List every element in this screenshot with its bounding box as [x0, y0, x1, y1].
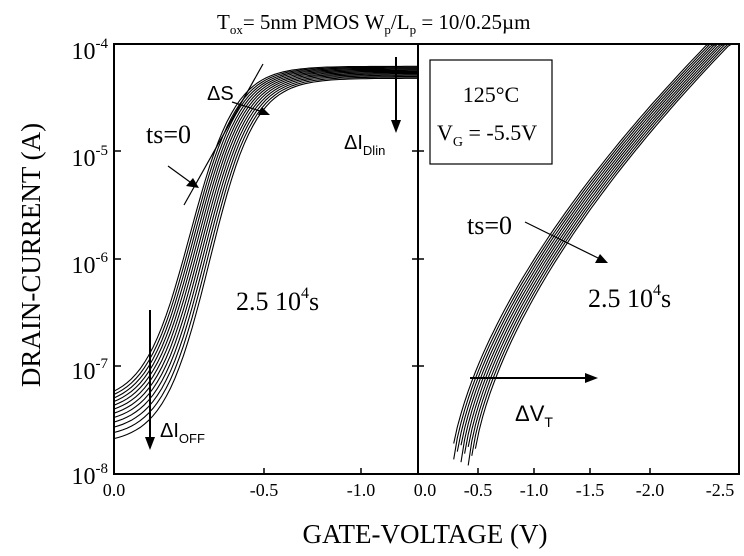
y-tick-label: 10-5	[72, 143, 109, 172]
series-line-saturation-4	[460, 43, 739, 463]
x-tick-labels-right: 0.0 -0.5 -1.0 -1.5 -2.0 -2.5	[414, 480, 735, 500]
x-axis-label: GATE-VOLTAGE (V)	[302, 519, 547, 549]
x-tick-label: -2.5	[706, 480, 735, 500]
series-line-saturation-3	[460, 43, 739, 446]
series-line-linear-4	[113, 69, 418, 406]
series-line-saturation-6	[467, 43, 739, 448]
chart-title: Tox= 5nm PMOS Wp/Lp = 10/0.25µm	[217, 10, 530, 37]
y-axis-label: DRAIN-CURRENT (A)	[16, 123, 46, 387]
series-line-saturation-9	[474, 43, 739, 449]
series-group-right	[453, 43, 739, 466]
x-tick-label: -1.0	[347, 480, 376, 500]
x-tick-label: -0.5	[250, 480, 279, 500]
x-tick-label: -1.0	[520, 480, 549, 500]
stress-time-label-left: 2.5 104s	[236, 285, 319, 316]
ts0-label-left: ts=0	[146, 120, 191, 149]
delta-s-label: ΔS	[207, 83, 234, 105]
x-tick-marks	[263, 468, 651, 474]
ts0-arrow-left	[167, 165, 191, 183]
delta-ioff-arrowhead	[145, 437, 155, 450]
series-line-saturation-2	[456, 43, 739, 452]
series-line-linear-0	[113, 65, 418, 392]
series-group-left	[113, 65, 418, 440]
gate-bias-label: VG = -5.5V	[437, 120, 537, 150]
y-tick-label: 10-8	[72, 461, 109, 490]
x-tick-labels-left: 0.0 -0.5 -1.0	[103, 480, 376, 500]
delta-ioff-label: ΔIOFF	[160, 420, 205, 446]
delta-idlin-arrowhead	[391, 120, 401, 133]
series-line-linear-1	[113, 66, 418, 395]
series-line-linear-8	[113, 74, 418, 423]
temperature-label: 125°C	[463, 82, 519, 107]
delta-s-arrow	[231, 101, 264, 113]
y-tick-label: 10-4	[72, 36, 109, 65]
series-line-linear-3	[113, 68, 418, 403]
series-line-linear-10	[113, 76, 418, 434]
delta-s-arrowhead	[258, 107, 270, 115]
x-tick-label: -2.0	[636, 480, 665, 500]
ts0-arrowhead-left	[186, 178, 199, 188]
delta-vt-label: ΔVT	[515, 401, 553, 430]
series-line-saturation-8	[471, 43, 739, 456]
x-tick-label: -1.5	[576, 480, 605, 500]
series-line-linear-9	[113, 75, 418, 428]
x-tick-label: -0.5	[464, 480, 493, 500]
series-line-linear-5	[113, 70, 418, 410]
ts0-arrowhead-right	[595, 254, 608, 263]
stress-time-label-right: 2.5 104s	[588, 282, 671, 313]
y-tick-label: 10-7	[72, 356, 109, 385]
delta-vt-arrowhead	[585, 373, 598, 383]
x-tick-label: 0.0	[414, 480, 437, 500]
y-tick-marks	[114, 43, 424, 475]
series-line-linear-11	[113, 77, 418, 440]
series-line-saturation-7	[467, 43, 739, 466]
ts0-label-right: ts=0	[467, 211, 512, 240]
series-line-saturation-1	[453, 43, 739, 460]
subthreshold-slope-reference-line	[183, 63, 264, 206]
series-line-linear-6	[113, 71, 418, 414]
series-line-linear-2	[113, 67, 418, 399]
y-tick-labels: 10-8 10-7 10-6 10-5 10-4	[72, 36, 109, 490]
conditions-box	[429, 59, 553, 165]
y-tick-label: 10-6	[72, 250, 109, 279]
x-tick-label: 0.0	[103, 480, 126, 500]
ts0-arrow-right	[524, 221, 599, 259]
delta-idlin-label: ΔIDlin	[344, 132, 385, 158]
series-line-saturation-5	[464, 43, 739, 454]
series-line-linear-7	[113, 73, 418, 419]
series-line-saturation-0	[453, 43, 739, 444]
